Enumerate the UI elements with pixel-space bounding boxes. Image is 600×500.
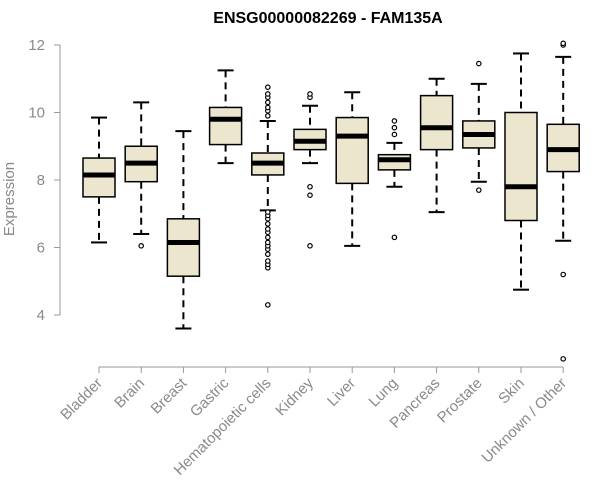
- box-skin: [504, 52, 538, 291]
- outlier-point: [475, 60, 482, 67]
- outlier-point: [264, 91, 271, 97]
- box-unknown-other: [546, 40, 580, 362]
- outlier-point: [264, 239, 271, 246]
- outlier-point: [307, 183, 313, 190]
- x-tick-label: Brain: [111, 375, 148, 412]
- outlier-point: [138, 243, 145, 249]
- outlier-point: [391, 234, 398, 241]
- box-pancreas: [419, 77, 454, 214]
- outlier-point: [264, 113, 271, 119]
- outlier-point: [560, 40, 567, 47]
- outlier-point: [391, 124, 398, 131]
- outlier-point: [264, 234, 271, 241]
- box-iqr: [208, 106, 243, 146]
- box-breast: [166, 130, 201, 330]
- x-tick-label: Kidney: [272, 374, 317, 419]
- box-iqr: [377, 153, 412, 171]
- y-axis: 4 6 8 10 12: [28, 37, 61, 324]
- outlier-point: [560, 271, 567, 278]
- x-tick-label: Lung: [366, 375, 402, 411]
- box-lung: [377, 118, 412, 241]
- outlier-point: [475, 187, 482, 193]
- y-axis-label: Expression: [1, 162, 18, 236]
- outlier-point: [307, 243, 313, 249]
- outlier-point: [264, 99, 271, 106]
- outlier-point: [264, 209, 271, 215]
- y-tick-label: 12: [28, 37, 45, 54]
- outlier-point: [264, 258, 271, 264]
- box-prostate: [462, 60, 496, 193]
- outlier-point: [391, 118, 398, 124]
- outlier-point: [560, 356, 567, 362]
- chart-title: ENSG00000082269 - FAM135A: [213, 10, 443, 27]
- box-brain: [124, 101, 158, 249]
- box-iqr: [419, 94, 454, 151]
- box-iqr: [82, 157, 116, 198]
- y-tick-label: 4: [37, 307, 45, 324]
- outlier-point: [264, 251, 271, 258]
- y-tick-label: 6: [37, 240, 45, 257]
- y-tick-label: 10: [28, 105, 45, 122]
- box-liver: [335, 91, 369, 247]
- outlier-point: [264, 84, 271, 90]
- outlier-point: [307, 91, 313, 97]
- x-tick-label: Liver: [324, 375, 359, 410]
- x-tick-label: Breast: [148, 374, 191, 417]
- box-series: [82, 40, 580, 362]
- x-tick-label: Skin: [495, 375, 528, 408]
- outlier-point: [264, 226, 271, 232]
- box-gastric: [208, 69, 243, 165]
- outlier-point: [391, 131, 398, 138]
- box-iqr: [166, 218, 201, 277]
- box-bladder: [82, 116, 116, 244]
- outlier-point: [264, 104, 271, 111]
- box-hematopoietic-cells: [251, 84, 285, 308]
- y-tick-label: 8: [37, 172, 45, 189]
- outlier-point: [264, 302, 271, 308]
- x-tick-label: Prostate: [434, 375, 486, 427]
- box-iqr: [504, 111, 538, 222]
- x-tick-label: Bladder: [57, 375, 106, 424]
- outlier-point: [307, 192, 313, 198]
- outlier-point: [264, 221, 271, 227]
- box-kidney: [293, 91, 327, 249]
- box-iqr: [335, 116, 369, 185]
